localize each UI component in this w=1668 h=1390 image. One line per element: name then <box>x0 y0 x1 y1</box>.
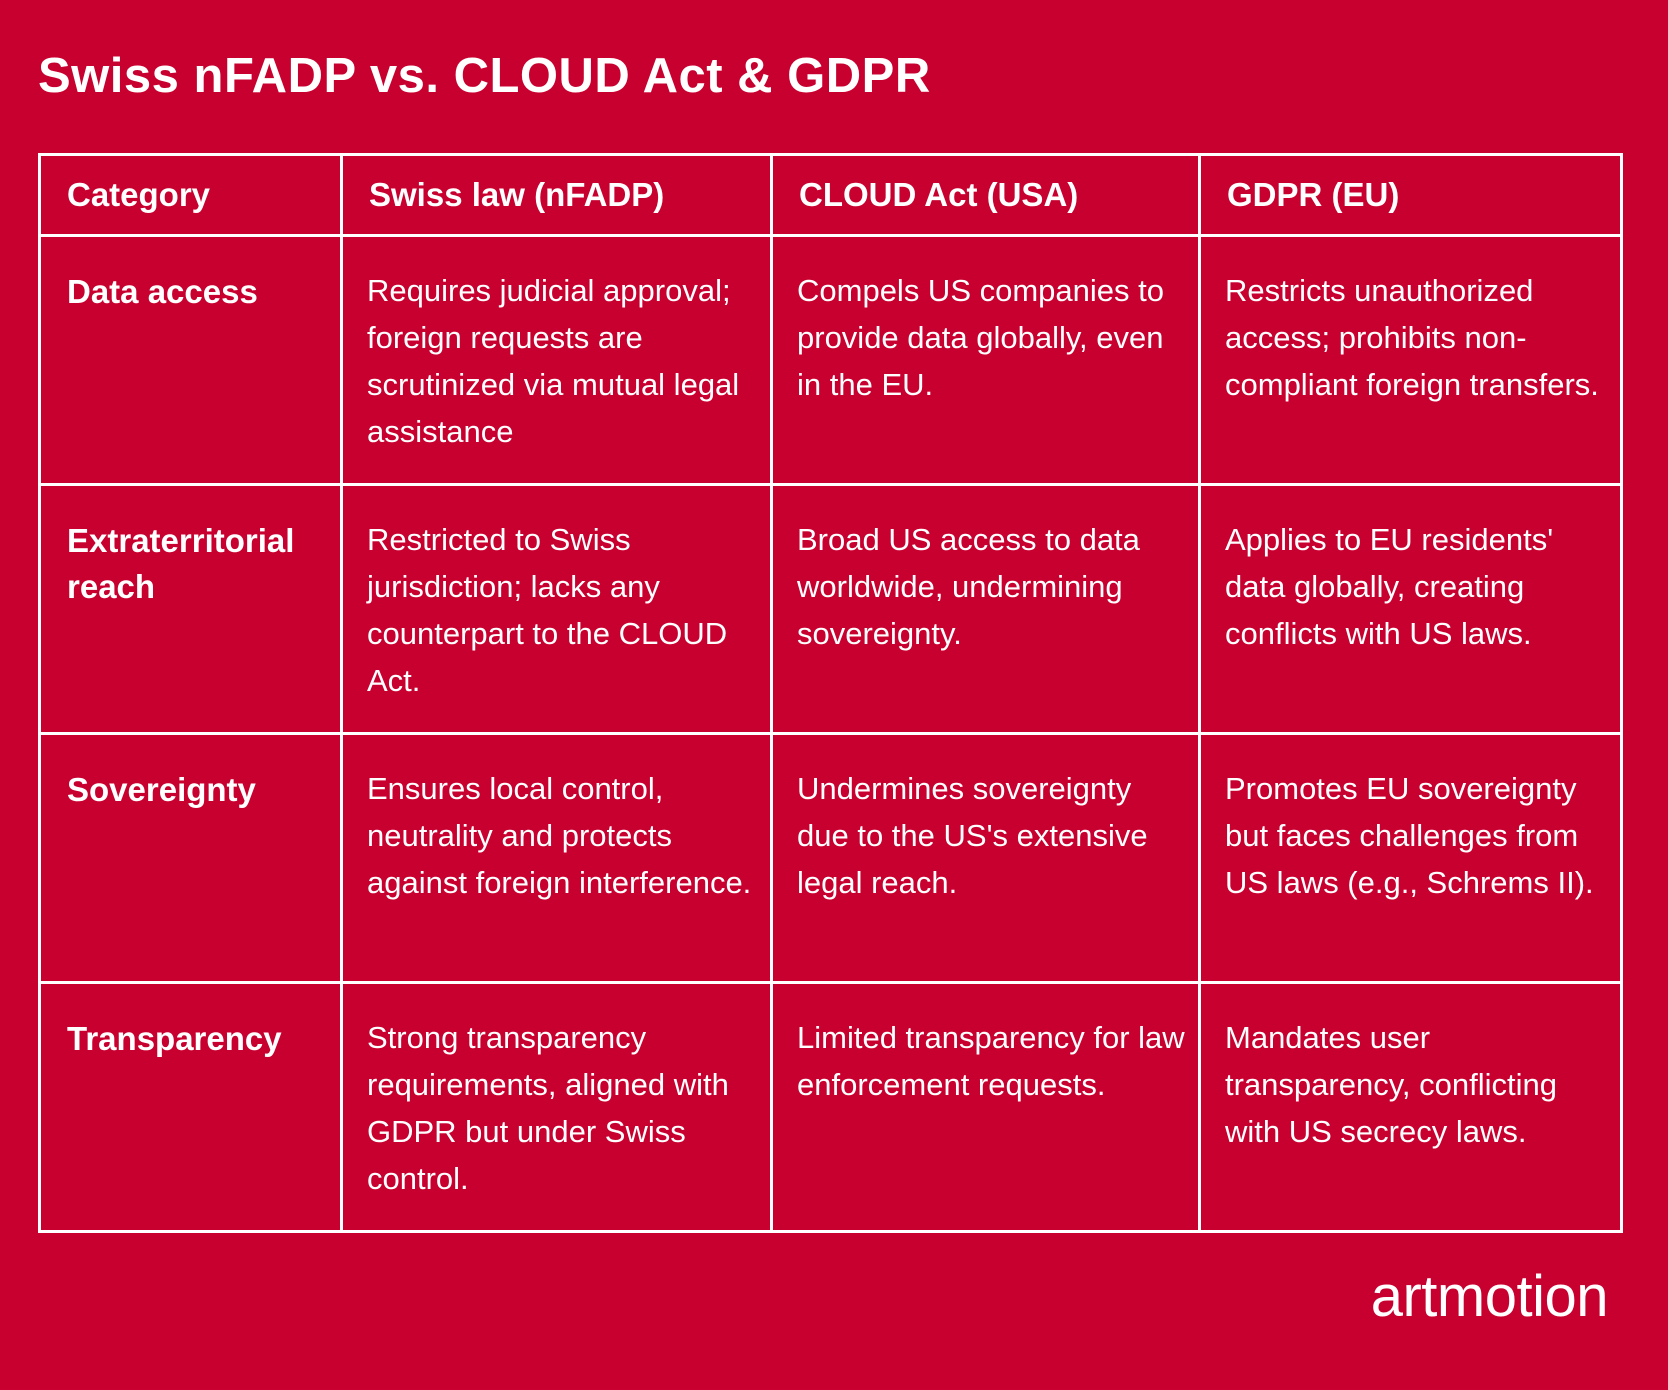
cell-gdpr: Applies to EU residents' data globally, … <box>1198 483 1623 735</box>
header-cloud-act: CLOUD Act (USA) <box>770 153 1201 237</box>
cell-cloud: Limited transparency for law enforcement… <box>770 981 1201 1233</box>
cell-cloud: Broad US access to data worldwide, under… <box>770 483 1201 735</box>
cell-swiss: Restricted to Swiss jurisdiction; lacks … <box>340 483 773 735</box>
cell-gdpr: Mandates user transparency, conflicting … <box>1198 981 1623 1233</box>
row-category: Transparency <box>38 981 343 1233</box>
artmotion-logo: artmotion <box>1370 1264 1609 1329</box>
table-row: Transparency Strong transparency require… <box>38 981 1623 1233</box>
table-row: Data access Requires judicial approval; … <box>38 234 1623 486</box>
header-swiss-law: Swiss law (nFADP) <box>340 153 773 237</box>
cell-cloud: Compels US companies to provide data glo… <box>770 234 1201 486</box>
cell-swiss: Ensures local control, neutrality and pr… <box>340 732 773 984</box>
comparison-table: Category Swiss law (nFADP) CLOUD Act (US… <box>38 153 1623 1233</box>
header-category: Category <box>38 153 343 237</box>
row-category: Data access <box>38 234 343 486</box>
row-category: Sovereignty <box>38 732 343 984</box>
header-gdpr: GDPR (EU) <box>1198 153 1623 237</box>
cell-cloud: Undermines sovereignty due to the US's e… <box>770 732 1201 984</box>
cell-gdpr: Promotes EU sovereignty but faces challe… <box>1198 732 1623 984</box>
page-title: Swiss nFADP vs. CLOUD Act & GDPR <box>38 49 931 103</box>
table-header-row: Category Swiss law (nFADP) CLOUD Act (US… <box>38 153 1623 237</box>
table-row: Sovereignty Ensures local control, neutr… <box>38 732 1623 984</box>
table-row: Extraterritorial reach Restricted to Swi… <box>38 483 1623 735</box>
cell-swiss: Requires judicial approval; foreign requ… <box>340 234 773 486</box>
row-category: Extraterritorial reach <box>38 483 343 735</box>
cell-gdpr: Restricts unauthorized access; prohibits… <box>1198 234 1623 486</box>
cell-swiss: Strong transparency requirements, aligne… <box>340 981 773 1233</box>
